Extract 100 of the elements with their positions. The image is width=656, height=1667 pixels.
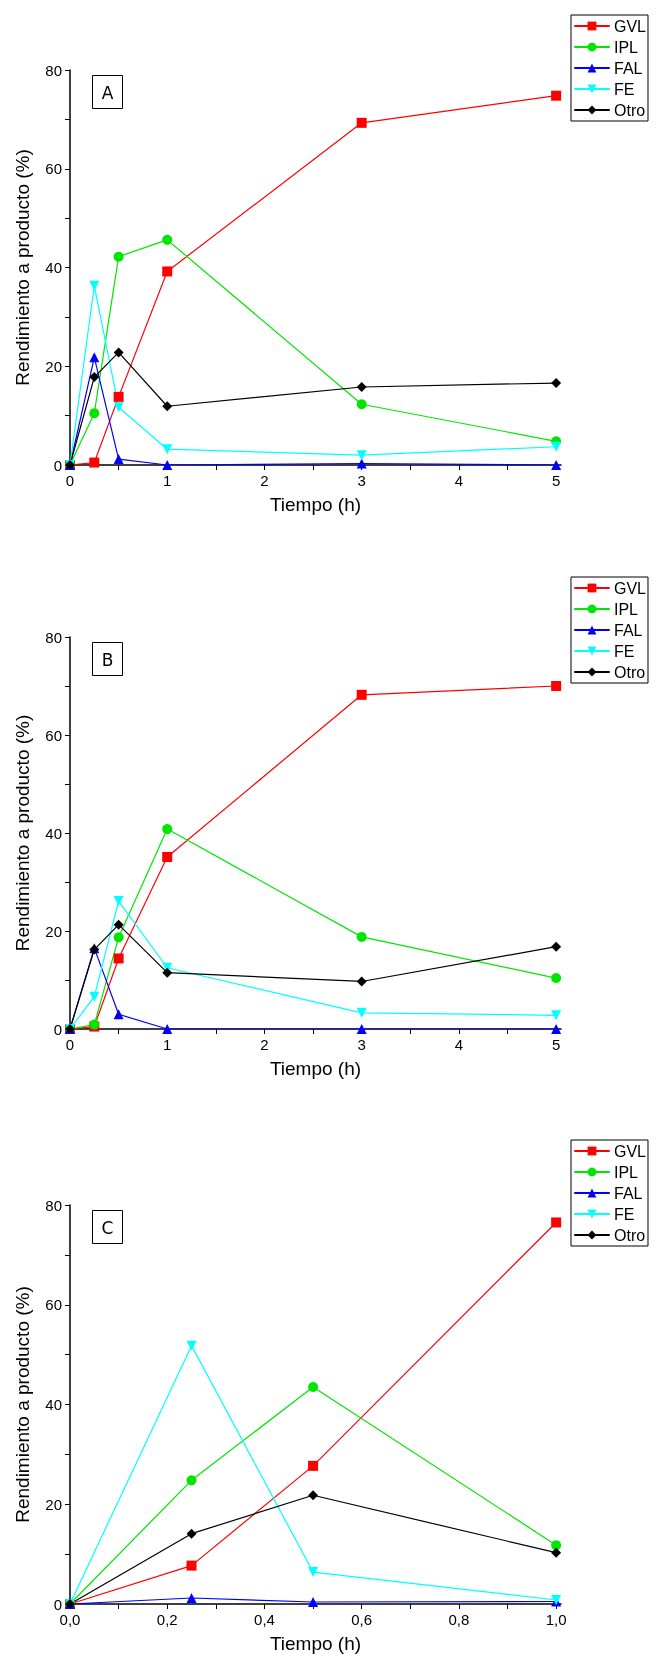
point [308,1460,319,1471]
point [162,824,173,835]
x-tick-label: 3 [357,1036,366,1053]
point [113,896,124,907]
point [356,976,367,987]
point [356,381,367,392]
point [356,117,367,128]
point [113,347,124,358]
point [186,1593,197,1604]
point [89,280,100,291]
point [551,1540,562,1551]
y-tick-label: 40 [45,1396,62,1413]
point [551,460,562,470]
legend-label: FAL [613,1184,643,1202]
point [113,953,124,964]
legend-label: GVL [613,1142,647,1160]
point [356,458,367,469]
x-tick-label: 1 [163,1036,172,1053]
point [551,1547,562,1558]
x-axis-title: Tiempo (h) [269,1633,362,1654]
legend-label: Otro [613,663,646,681]
point [113,251,124,262]
x-tick-label: 0,4 [254,1611,275,1628]
point [356,1024,367,1034]
point [551,941,562,952]
point [162,444,173,455]
legend-label: IPL [613,600,639,618]
x-tick-label: 0 [65,472,75,489]
x-tick-label: 0,0 [59,1611,81,1628]
point [113,932,124,943]
point [308,1567,319,1578]
point [356,450,367,461]
point [551,1217,562,1228]
point [551,441,562,452]
legend-label: IPL [613,38,639,56]
point [113,919,124,930]
point [113,391,124,402]
y-tick-label: 80 [45,628,62,646]
point [308,1490,319,1501]
legend-label: Otro [613,101,646,119]
legend-label: Otro [613,1226,646,1244]
legend-label: FAL [613,621,643,639]
point [162,266,173,277]
point [551,378,562,389]
x-axis-title: Tiempo (h) [269,1058,362,1079]
x-axis-title: Tiempo (h) [269,494,362,515]
point [551,1010,562,1021]
annotation: A [101,82,114,103]
point [356,689,367,700]
point [162,401,173,412]
x-tick-label: 3 [357,472,366,489]
point [162,234,173,245]
x-tick-label: 4 [454,472,464,489]
point [89,991,100,1002]
y-tick-label: 20 [45,922,62,940]
y-axis-title: Rendimiento a producto (%) [12,1286,33,1523]
x-tick-label: 1 [163,472,172,489]
y-tick-label: 0 [53,456,62,474]
point [356,1007,367,1018]
legend-label: FE [613,1205,635,1223]
point [186,1560,197,1571]
x-tick-label: 5 [551,472,561,489]
point [113,402,124,413]
y-tick-label: 0 [53,1595,62,1613]
y-tick-label: 20 [45,1495,62,1513]
x-tick-label: 2 [260,472,269,489]
x-tick-label: 1,0 [545,1611,567,1628]
legend-label: GVL [613,17,647,35]
legend-label: FAL [613,59,643,77]
annotation: C [101,1217,114,1238]
y-tick-label: 0 [53,1020,62,1038]
x-tick-label: 0,2 [156,1611,178,1628]
point [356,931,367,942]
y-axis-title: Rendimiento a producto (%) [12,714,33,952]
point [551,1024,562,1034]
legend-label: FE [613,642,635,660]
y-tick-label: 40 [45,259,62,276]
y-tick-label: 60 [45,160,62,178]
x-tick-label: 0,8 [448,1611,470,1628]
y-tick-label: 20 [45,357,62,375]
y-tick-label: 60 [45,726,62,744]
legend-label: GVL [613,579,647,597]
point [551,90,562,101]
y-tick-label: 80 [45,61,62,79]
point [186,1340,197,1351]
x-tick-label: 2 [260,1036,269,1053]
point [162,1024,173,1034]
point [186,1475,197,1486]
y-tick-label: 80 [45,1196,62,1214]
point [551,681,562,691]
point [308,1382,319,1393]
point [356,399,367,410]
x-tick-label: 5 [551,1036,561,1053]
x-tick-label: 0 [65,1036,75,1053]
point [113,454,124,465]
point [186,1528,197,1539]
point [89,352,100,363]
annotation: B [101,649,114,670]
point [113,1009,124,1020]
point [162,852,173,863]
